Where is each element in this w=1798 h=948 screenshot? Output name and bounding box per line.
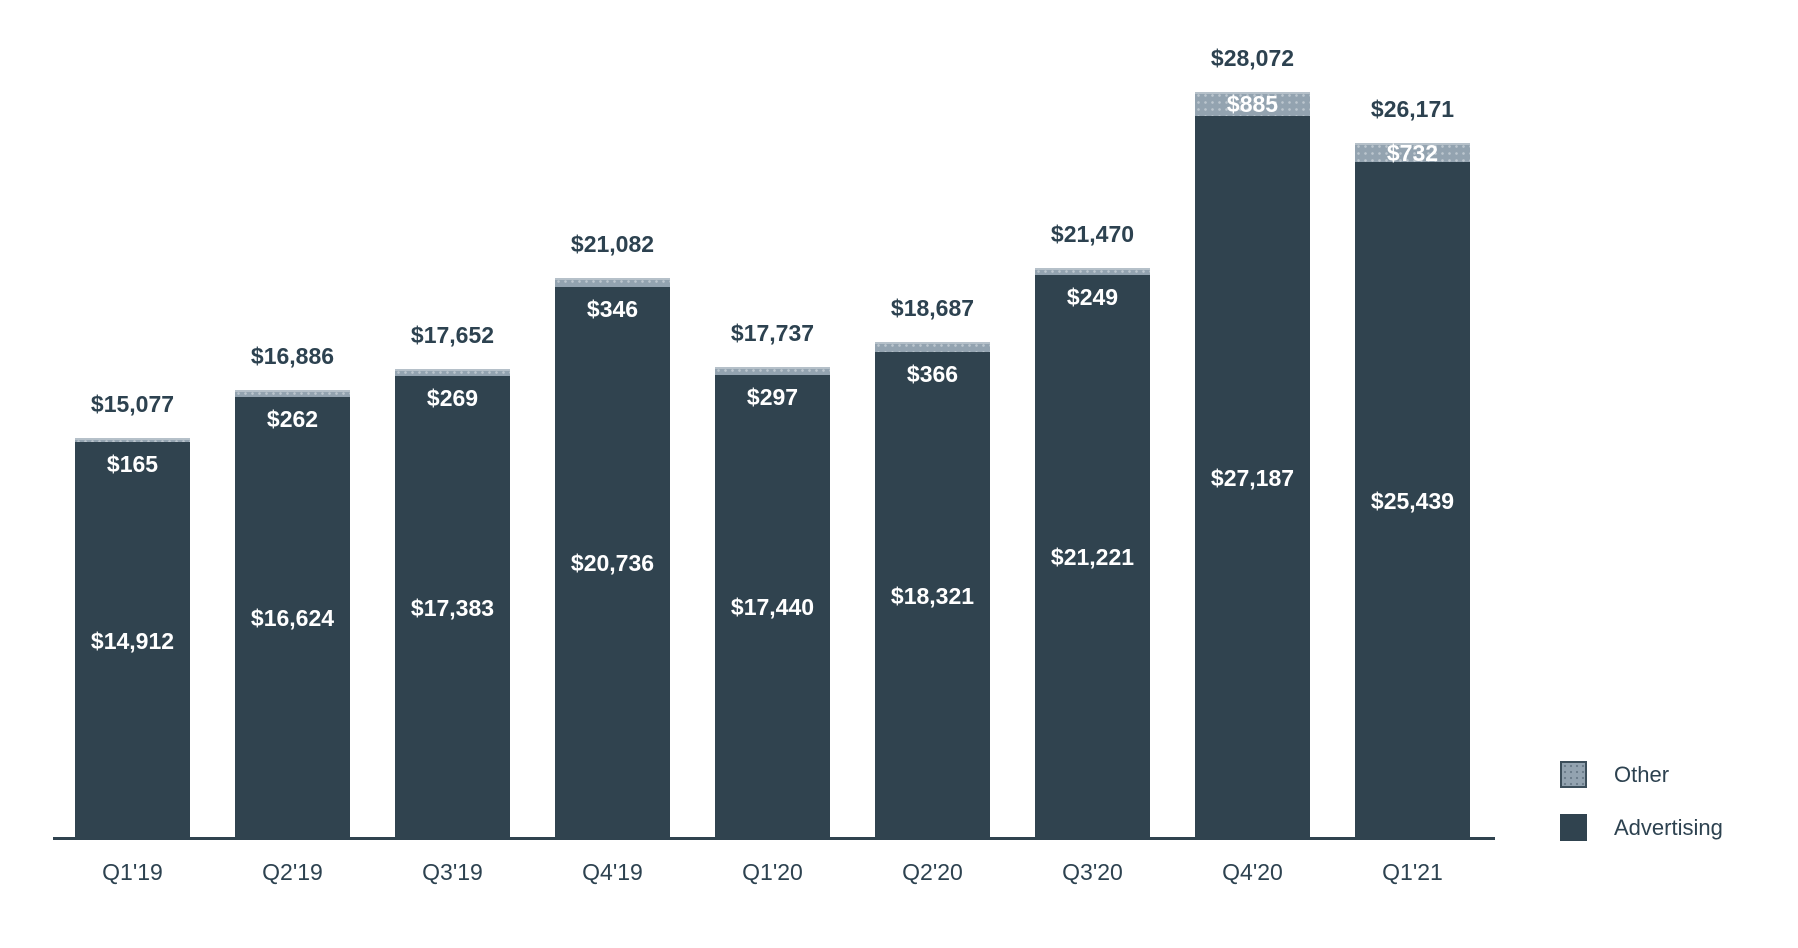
bar-6-other-segment [875,342,990,352]
other-value-label-4: $346 [586,296,639,322]
bar-5-other-segment [715,367,830,375]
bar-4-advertising-segment [555,287,670,839]
advertising-value-label-9: $25,439 [1370,488,1455,514]
total-value-label-6: $18,687 [890,295,975,321]
other-value-label-6: $366 [906,361,959,387]
other-value-label-8: $885 [1226,91,1279,117]
other-value-label-1: $165 [106,451,159,477]
other-value-label-9: $732 [1386,140,1439,166]
total-value-label-5: $17,737 [730,320,815,346]
bar-3-advertising-segment [395,376,510,839]
legend-label-other: Other [1614,761,1670,787]
bar-2-other-segment [235,390,350,397]
x-tick-label-8: Q4'20 [1222,859,1283,885]
advertising-value-label-4: $20,736 [570,550,655,576]
total-value-label-9: $26,171 [1370,96,1455,122]
x-tick-label-3: Q3'19 [422,859,483,885]
legend-item-other: Other [1560,761,1723,788]
bar-7-advertising-segment [1035,275,1150,839]
bar-2-advertising-segment [235,397,350,839]
advertising-value-label-8: $27,187 [1210,465,1295,491]
bar-9-other-segment [1355,143,1470,162]
legend-item-advertising: Advertising [1560,814,1723,841]
bar-5-advertising-segment [715,375,830,839]
total-value-label-7: $21,470 [1050,221,1135,247]
bar-8-other-segment [1195,92,1310,116]
bar-1-other-segment [75,438,190,442]
bar-8-advertising-segment [1195,116,1310,839]
other-value-label-5: $297 [746,384,799,410]
x-tick-label-5: Q1'20 [742,859,803,885]
legend-swatch-advertising-icon [1560,814,1587,841]
advertising-value-label-7: $21,221 [1050,544,1135,570]
legend: Other Advertising [1560,761,1723,841]
x-tick-label-2: Q2'19 [262,859,323,885]
total-value-label-2: $16,886 [250,343,335,369]
x-tick-label-6: Q2'20 [902,859,963,885]
advertising-value-label-3: $17,383 [410,595,495,621]
total-value-label-4: $21,082 [570,231,655,257]
bar-1-advertising-segment [75,442,190,839]
bar-9-advertising-segment [1355,162,1470,839]
total-value-label-8: $28,072 [1210,45,1295,71]
bar-3-other-segment [395,369,510,376]
advertising-value-label-5: $17,440 [730,594,815,620]
legend-label-advertising: Advertising [1614,814,1723,840]
bar-6-advertising-segment [875,352,990,839]
x-tick-label-4: Q4'19 [582,859,643,885]
bar-4-other-segment [555,278,670,287]
legend-swatch-other-icon [1560,761,1587,788]
other-value-label-3: $269 [426,385,479,411]
advertising-value-label-1: $14,912 [90,628,175,654]
x-tick-label-9: Q1'21 [1382,859,1443,885]
total-value-label-3: $17,652 [410,322,495,348]
other-value-label-7: $249 [1066,284,1119,310]
advertising-value-label-6: $18,321 [890,583,975,609]
x-tick-label-1: Q1'19 [102,859,163,885]
total-value-label-1: $15,077 [90,391,175,417]
other-value-label-2: $262 [266,406,319,432]
x-tick-label-7: Q3'20 [1062,859,1123,885]
bar-7-other-segment [1035,268,1150,275]
advertising-value-label-2: $16,624 [250,605,335,631]
x-axis-line [53,837,1495,840]
